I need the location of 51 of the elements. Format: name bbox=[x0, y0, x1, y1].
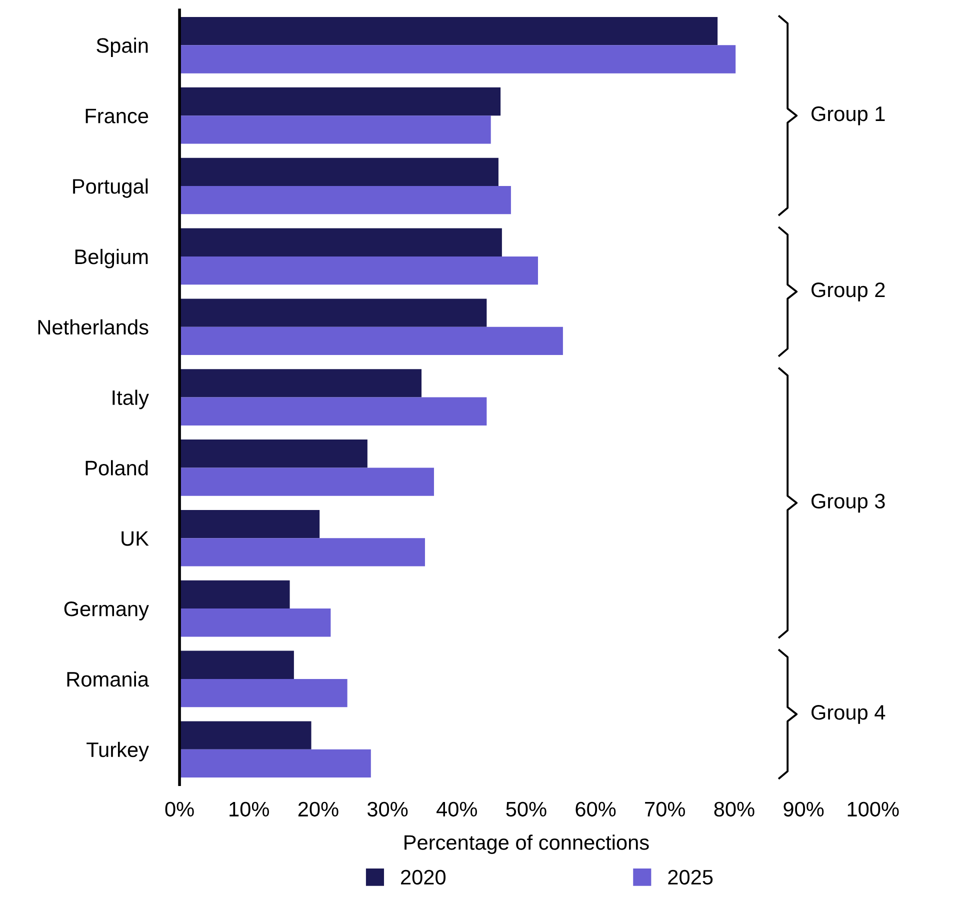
bar bbox=[180, 678, 348, 708]
legend-label: 2025 bbox=[668, 870, 713, 885]
bar bbox=[180, 228, 502, 256]
bar bbox=[180, 186, 511, 214]
bar bbox=[180, 45, 736, 74]
bar bbox=[180, 87, 501, 116]
bar bbox=[180, 538, 425, 566]
bar bbox=[180, 580, 290, 609]
bar bbox=[180, 608, 331, 637]
bar bbox=[180, 256, 538, 285]
x-tick-label: 40% bbox=[436, 802, 477, 817]
y-tick-label: Netherlands bbox=[38, 319, 148, 335]
y-tick-label: Romania bbox=[67, 671, 149, 687]
bar bbox=[180, 158, 498, 186]
bar bbox=[180, 440, 368, 468]
bar bbox=[180, 369, 422, 398]
legend-label: 2020 bbox=[401, 870, 446, 885]
x-tick-label: 100% bbox=[848, 802, 899, 817]
x-tick-label: 0% bbox=[165, 802, 194, 817]
bar bbox=[180, 116, 491, 144]
bar bbox=[180, 397, 487, 426]
y-tick-label: Spain bbox=[96, 38, 148, 58]
annotation: Group 4 bbox=[812, 705, 886, 724]
bar bbox=[180, 468, 434, 496]
y-tick-label: Poland bbox=[86, 460, 148, 476]
y-tick-label: Germany bbox=[64, 602, 149, 620]
bar bbox=[180, 749, 371, 778]
bar bbox=[180, 298, 487, 327]
x-tick-label: 90% bbox=[784, 802, 824, 817]
bar bbox=[180, 17, 718, 46]
y-tick-label: Belgium bbox=[75, 248, 148, 268]
y-tick-label: Portugal bbox=[73, 178, 148, 198]
x-tick-label: 80% bbox=[714, 802, 754, 817]
x-tick-label: 60% bbox=[576, 802, 616, 817]
x-tick-label: 70% bbox=[645, 802, 685, 817]
y-tick-label: Italy bbox=[112, 390, 149, 410]
annotation: Group 1 bbox=[812, 106, 885, 126]
annotation: Group 2 bbox=[812, 282, 885, 302]
y-tick-label: UK bbox=[122, 531, 149, 546]
y-tick-label: Turkey bbox=[86, 742, 149, 762]
x-tick-label: 30% bbox=[367, 802, 408, 817]
x-tick-label: 20% bbox=[298, 802, 338, 817]
bar bbox=[180, 510, 320, 538]
bar bbox=[180, 721, 312, 750]
x-tick-label: 50% bbox=[506, 802, 546, 817]
x-axis-title: Percentage of connections bbox=[404, 834, 649, 854]
bar bbox=[180, 650, 294, 679]
y-tick-label: France bbox=[86, 108, 148, 124]
x-tick-label: 10% bbox=[230, 802, 269, 817]
bar bbox=[180, 326, 563, 356]
annotation: Group 3 bbox=[812, 494, 885, 513]
